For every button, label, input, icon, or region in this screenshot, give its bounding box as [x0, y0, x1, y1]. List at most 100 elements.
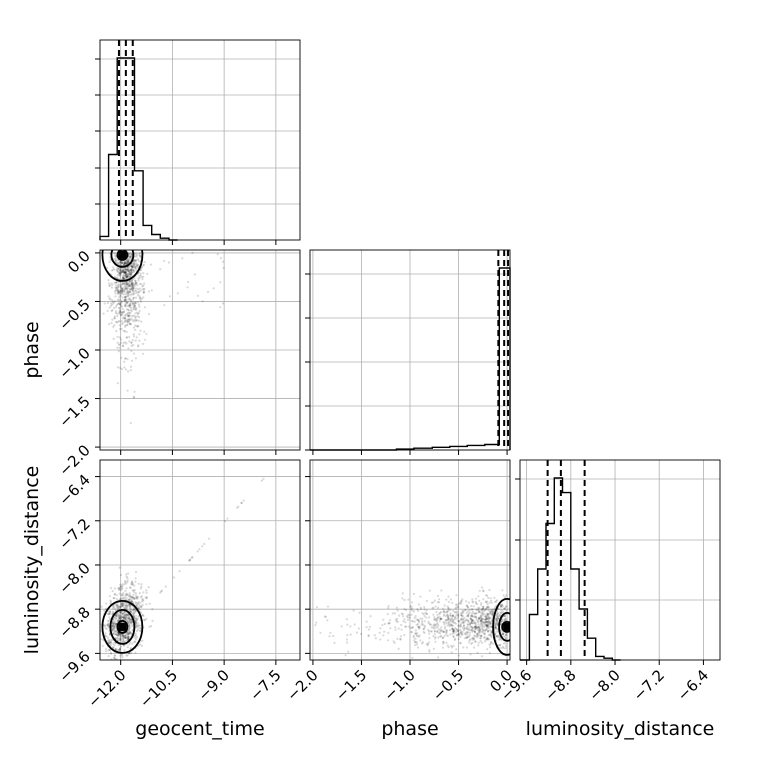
- scatter-point: [436, 630, 439, 633]
- scatter-point: [471, 629, 474, 632]
- scatter-point: [127, 599, 130, 602]
- scatter-point: [119, 291, 122, 294]
- scatter-point: [109, 610, 112, 613]
- scatter-point: [466, 631, 469, 634]
- scatter-point: [123, 262, 126, 265]
- scatter-point: [137, 319, 140, 322]
- scatter-point: [129, 610, 132, 613]
- scatter-point: [434, 624, 437, 627]
- scatter-point: [436, 622, 439, 625]
- scatter-point: [435, 620, 438, 623]
- scatter-point: [140, 595, 143, 598]
- scatter-point: [481, 586, 484, 589]
- scatter-point: [131, 267, 134, 270]
- scatter-point: [133, 588, 136, 592]
- scatter-point: [127, 270, 131, 273]
- scatter-point: [118, 269, 121, 272]
- scatter-point: [397, 647, 400, 651]
- scatter-point: [453, 618, 456, 621]
- scatter-point: [139, 282, 142, 285]
- scatter-point: [133, 335, 136, 338]
- scatter-point: [367, 628, 370, 631]
- scatter-point: [104, 627, 107, 630]
- scatter-point: [113, 654, 116, 657]
- scatter-point: [131, 281, 134, 284]
- scatter-point: [130, 253, 133, 256]
- scatter-point: [502, 594, 505, 597]
- scatter-point: [122, 633, 125, 637]
- scatter-point: [128, 265, 131, 268]
- scatter-point: [135, 265, 138, 268]
- scatter-point: [125, 283, 128, 286]
- scatter-point: [471, 608, 474, 611]
- scatter-point: [110, 638, 113, 642]
- scatter-point: [138, 252, 141, 255]
- scatter-point: [503, 607, 506, 610]
- scatter-point: [260, 479, 263, 482]
- scatter-point: [118, 311, 121, 314]
- scatter-point: [126, 259, 129, 262]
- scatter-point: [415, 632, 419, 635]
- scatter-point: [319, 631, 322, 634]
- scatter-point: [113, 300, 117, 303]
- scatter-point: [428, 637, 431, 640]
- scatter-point: [494, 619, 498, 622]
- scatter-point: [124, 271, 127, 274]
- density-contour: [110, 250, 135, 268]
- scatter-point: [119, 341, 122, 344]
- scatter-point: [118, 272, 121, 275]
- scatter-point: [503, 618, 506, 621]
- scatter-point: [132, 292, 135, 295]
- scatter-point: [118, 615, 121, 618]
- scatter-point: [128, 321, 131, 324]
- scatter-point: [494, 623, 497, 627]
- scatter-point: [126, 576, 129, 580]
- scatter-point: [437, 606, 440, 610]
- scatter-point: [115, 633, 118, 636]
- scatter-point: [208, 537, 211, 540]
- scatter-point: [112, 624, 116, 627]
- scatter-point: [483, 632, 486, 635]
- scatter-point: [123, 272, 126, 275]
- scatter-point: [119, 269, 122, 272]
- scatter-point: [140, 583, 143, 586]
- scatter-point: [473, 634, 476, 637]
- scatter-point: [120, 616, 123, 619]
- scatter-point: [449, 619, 452, 622]
- scatter-point: [433, 618, 436, 621]
- scatter-point: [130, 600, 133, 604]
- scatter-point: [115, 618, 118, 621]
- scatter-point: [160, 589, 164, 592]
- scatter-point: [435, 626, 438, 629]
- scatter-point: [130, 269, 133, 272]
- scatter-point: [127, 318, 130, 321]
- scatter-point: [478, 599, 481, 602]
- scatter-point: [481, 655, 484, 658]
- scatter-point: [128, 290, 131, 293]
- scatter-point: [378, 631, 381, 634]
- x-tick-label: −10.5: [136, 666, 181, 711]
- scatter-point: [466, 635, 470, 638]
- scatter-point: [126, 292, 129, 295]
- scatter-point: [498, 644, 501, 647]
- panel-frame: [99, 39, 301, 241]
- scatter-point: [129, 280, 132, 283]
- scatter-point: [135, 262, 138, 265]
- scatter-point: [130, 580, 133, 583]
- scatter-point: [115, 623, 118, 626]
- scatter-point: [430, 626, 433, 629]
- scatter-point: [454, 607, 457, 610]
- scatter-point: [123, 270, 126, 273]
- scatter-point: [480, 641, 484, 644]
- scatter-point: [368, 625, 371, 628]
- scatter-point: [139, 627, 142, 630]
- scatter-point: [410, 619, 413, 622]
- scatter-point: [495, 634, 498, 638]
- scatter-point: [106, 619, 109, 622]
- scatter-point: [485, 623, 488, 626]
- scatter-point: [118, 637, 121, 640]
- scatter-point: [129, 318, 132, 321]
- scatter-point: [105, 635, 108, 638]
- scatter-point: [129, 287, 132, 290]
- scatter-point: [113, 317, 116, 320]
